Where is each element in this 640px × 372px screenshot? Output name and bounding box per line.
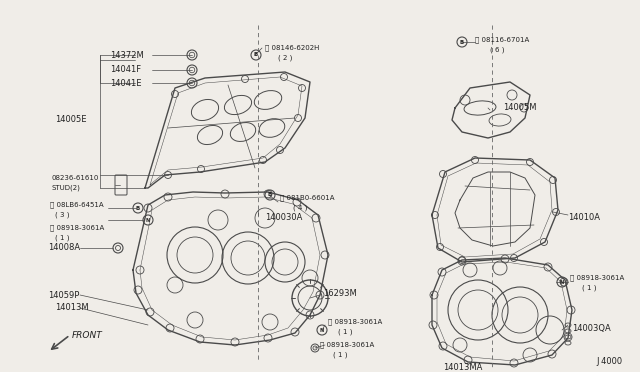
Text: Ⓑ 081B0-6601A: Ⓑ 081B0-6601A — [280, 195, 335, 201]
Text: 14059P: 14059P — [48, 291, 79, 299]
Text: 14013MA: 14013MA — [443, 363, 483, 372]
Text: Ⓝ 08918-3061A: Ⓝ 08918-3061A — [50, 225, 104, 231]
Text: 14005M: 14005M — [503, 103, 536, 112]
Text: 08236-61610: 08236-61610 — [52, 175, 99, 181]
Text: 14005E: 14005E — [55, 115, 86, 125]
Text: 14010A: 14010A — [568, 214, 600, 222]
Text: 140030A: 140030A — [265, 214, 302, 222]
Text: 14041F: 14041F — [110, 65, 141, 74]
Text: Ⓝ 08918-3061A: Ⓝ 08918-3061A — [328, 319, 382, 325]
Text: 14003QA: 14003QA — [572, 324, 611, 333]
Text: ( 1 ): ( 1 ) — [582, 285, 596, 291]
Text: ( 1 ): ( 1 ) — [338, 329, 353, 335]
Text: B: B — [268, 192, 272, 198]
Text: Ⓑ 08LB6-6451A: Ⓑ 08LB6-6451A — [50, 202, 104, 208]
Text: 14041E: 14041E — [110, 78, 141, 87]
Text: N: N — [560, 279, 564, 285]
Text: STUD(2): STUD(2) — [52, 185, 81, 191]
Text: B: B — [254, 52, 258, 58]
Text: J 4000: J 4000 — [596, 357, 622, 366]
Text: ( 4 ): ( 4 ) — [293, 205, 307, 211]
Text: 14008A: 14008A — [48, 244, 80, 253]
Text: Ⓑ 08146-6202H: Ⓑ 08146-6202H — [265, 45, 319, 51]
Text: Ⓑ 08116-6701A: Ⓑ 08116-6701A — [475, 37, 529, 43]
Text: ( 3 ): ( 3 ) — [55, 212, 70, 218]
Text: 14013M: 14013M — [55, 304, 88, 312]
Text: B: B — [460, 39, 464, 45]
Text: 16293M: 16293M — [323, 289, 356, 298]
Text: N: N — [146, 218, 150, 222]
Text: Ⓝ 08918-3061A: Ⓝ 08918-3061A — [320, 342, 374, 348]
Text: B: B — [136, 205, 140, 211]
Text: N: N — [320, 327, 324, 333]
Text: ( 1 ): ( 1 ) — [333, 352, 348, 358]
Text: Ⓝ 08918-3061A: Ⓝ 08918-3061A — [570, 275, 624, 281]
Text: FRONT: FRONT — [72, 330, 103, 340]
Text: ( 6 ): ( 6 ) — [490, 47, 504, 53]
Text: ( 2 ): ( 2 ) — [278, 55, 292, 61]
Text: 14372M: 14372M — [110, 51, 144, 60]
Text: ( 1 ): ( 1 ) — [55, 235, 70, 241]
